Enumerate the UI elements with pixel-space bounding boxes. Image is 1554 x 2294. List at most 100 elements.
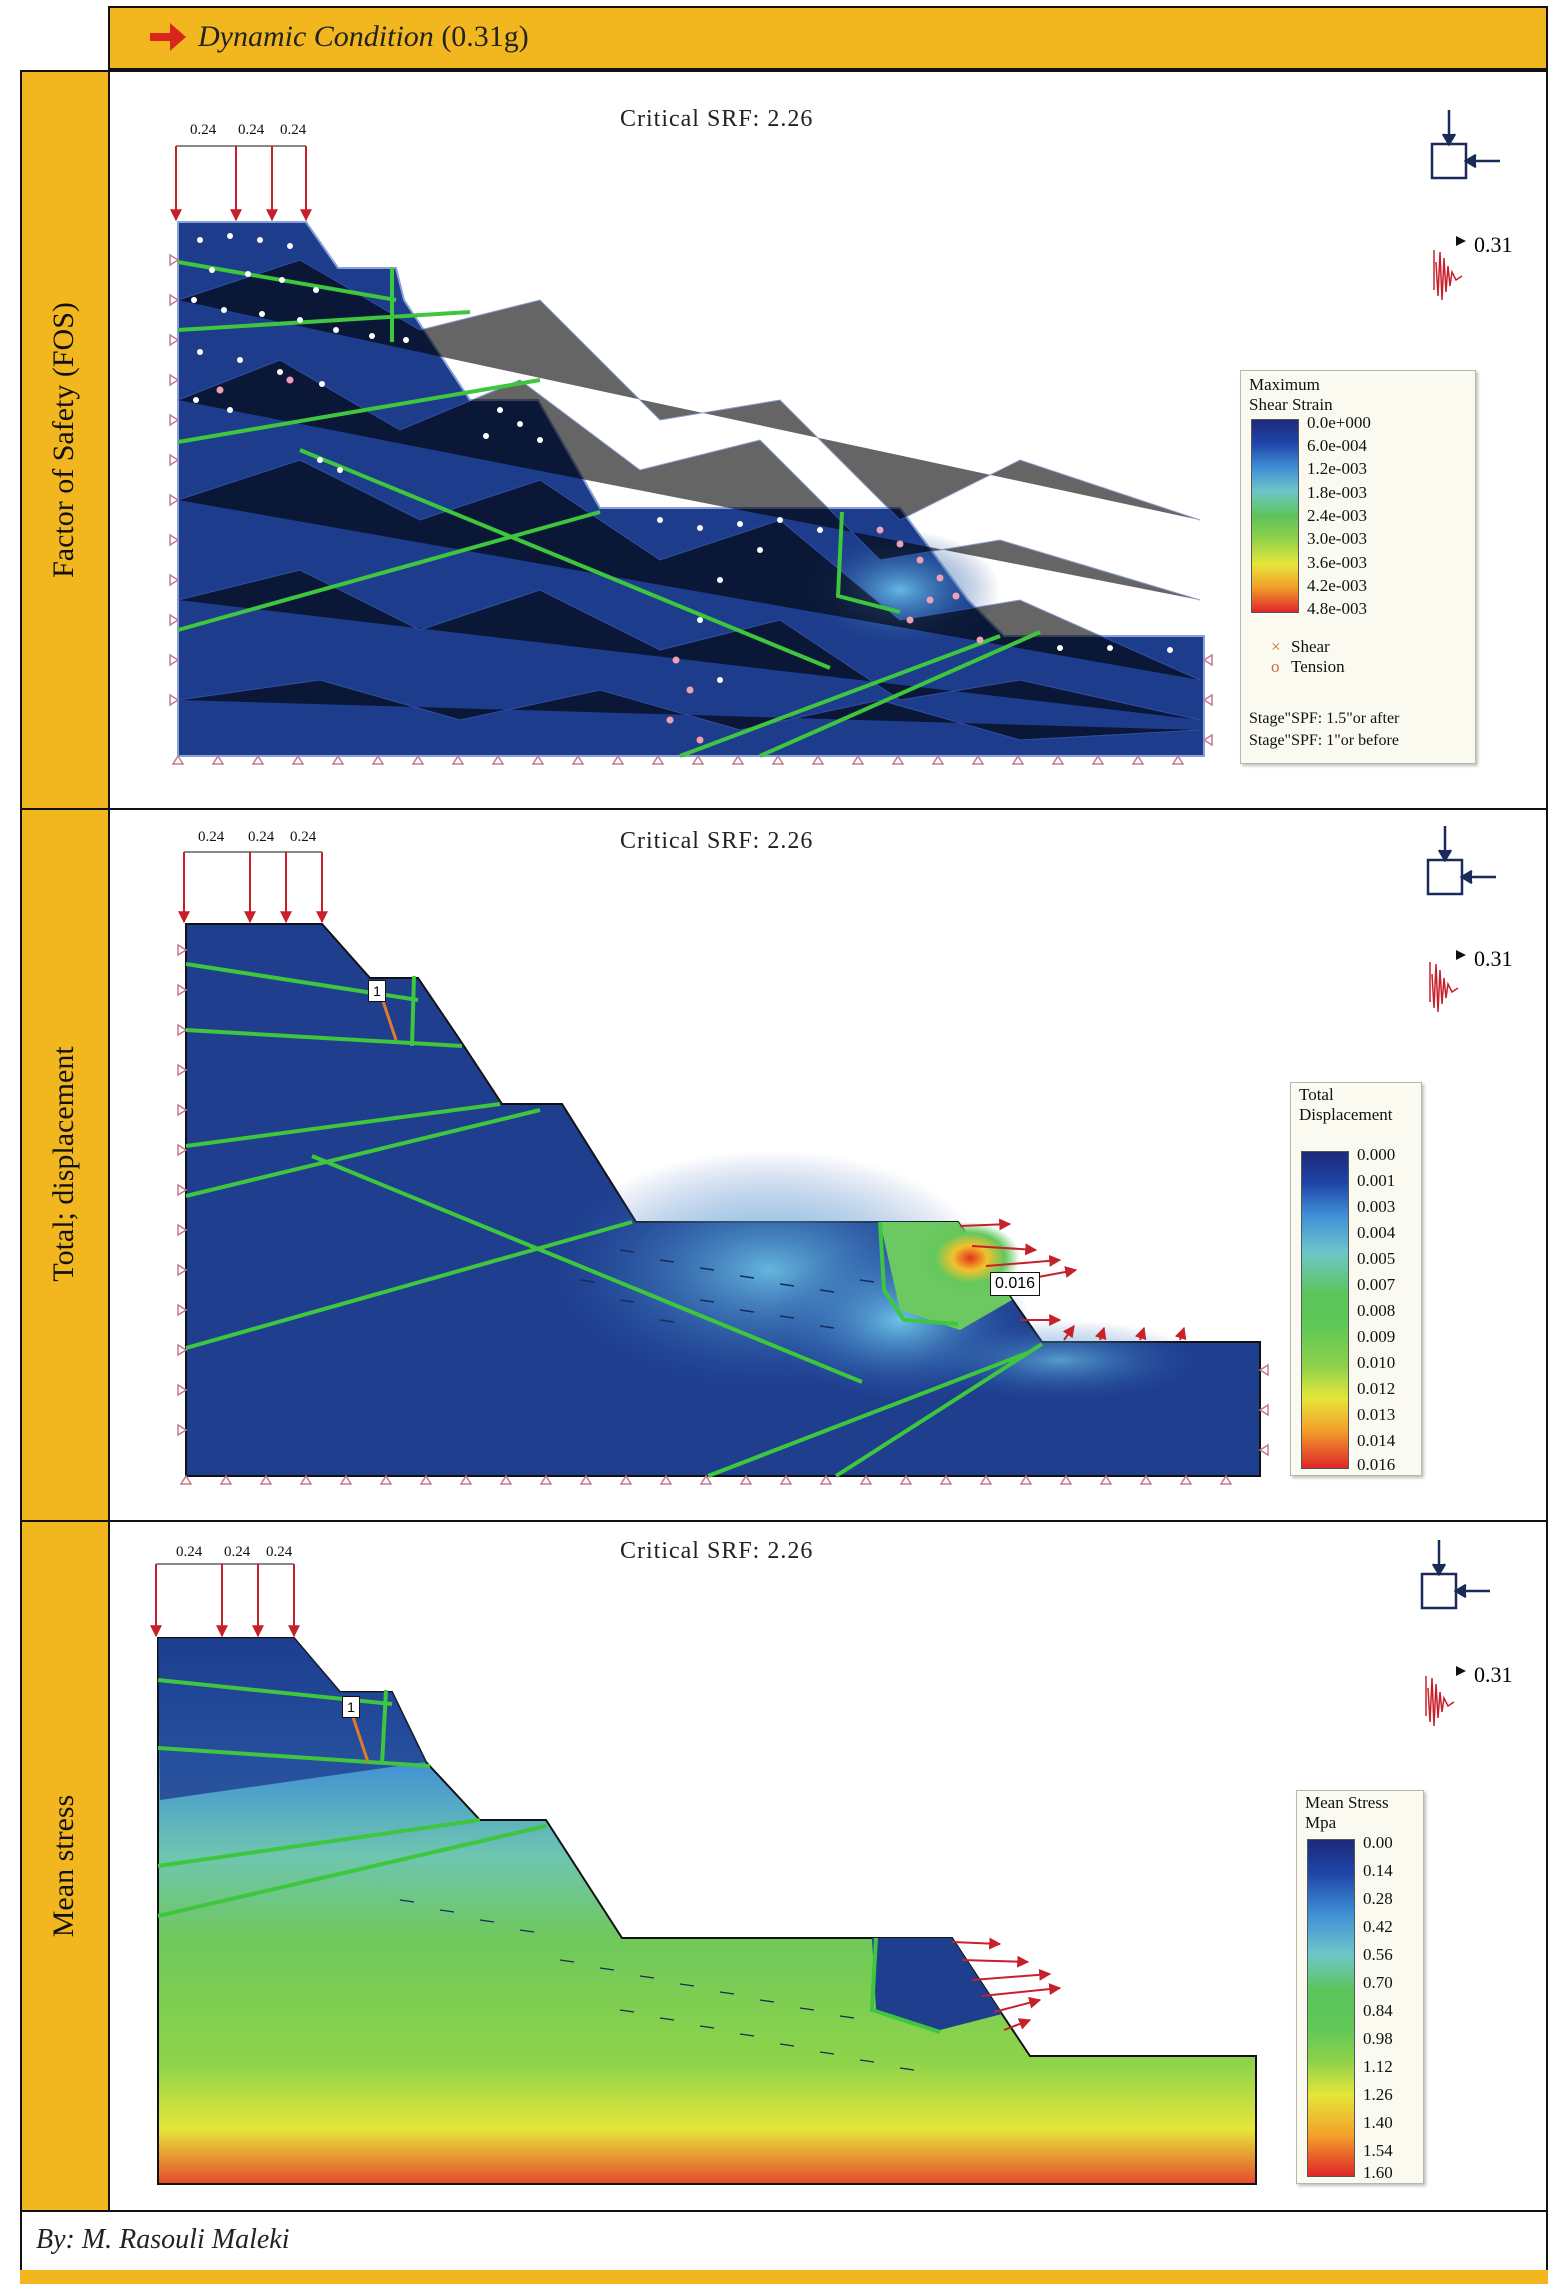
legend-shear-tick: 3.0e-003 [1307,529,1367,548]
legend-shear-tick: 6.0e-004 [1307,436,1367,455]
disp-loads [178,851,328,924]
fos-tension-points [216,376,984,744]
disp-vectors [579,1249,875,1329]
header-arrow-icon [148,20,188,59]
legend-ms-tick: 1.54 [1363,2141,1393,2160]
fos-loads [170,145,312,222]
legend-disp-tick: 0.003 [1357,1197,1396,1216]
legend-shear-tick: 3.6e-003 [1307,553,1367,572]
legend-ms-tick: 0.42 [1363,1917,1393,1936]
ms-surface-arrows [951,1937,1062,2031]
srf-label-fos: Critical SRF: 2.26 [620,106,814,132]
load-label-disp-2: 0.24 [248,829,275,845]
fos-joints [177,260,1041,758]
legend-shear-tick: 4.2e-003 [1307,576,1367,595]
legend-stage-before: Stage"SPF: 1"or before [1249,732,1399,749]
frame-outer-left [20,70,22,2270]
frame-divider-2 [20,1520,1548,1522]
fos-load-direction-icon [1430,110,1500,180]
frame-outer-right [1546,70,1548,2270]
legend-ms-title-2: Mpa [1305,1813,1337,1832]
header-title-value: (0.31g) [441,20,529,53]
header-title-text: Dynamic Condition [198,20,434,53]
legend-disp-tick: 0.007 [1357,1275,1396,1294]
legend-ms-colorbar [1307,1839,1355,2177]
legend-disp-colorbar [1301,1151,1349,1469]
legend-total-displacement: Total Displacement 0.000 0.001 0.003 0.0… [1290,1082,1422,1476]
side-bar-mean-stress [20,1520,108,2210]
legend-ms-tick: 0.28 [1363,1889,1393,1908]
frame-top [20,70,1548,72]
panel-displacement [177,826,1496,1485]
load-label-disp-3: 0.24 [290,829,317,845]
panel-fos [169,110,1500,765]
load-label-disp-1: 0.24 [198,829,225,845]
frame-divider-1 [20,808,1548,810]
legend-shear-strain: Maximum Shear Strain 0.0e+000 6.0e-004 1… [1240,370,1476,764]
legend-disp-tick: 0.016 [1357,1455,1396,1474]
ms-load-direction-icon [1420,1540,1490,1610]
srf-label-displacement: Critical SRF: 2.26 [620,828,814,854]
legend-shear-title-2: Shear Strain [1249,395,1333,414]
side-bar-displacement [20,808,108,1520]
legend-shear-marker-label: Shear [1291,637,1330,656]
legend-stage-after: Stage"SPF: 1.5"or after [1249,710,1400,727]
legend-mean-stress: Mean Stress Mpa 0.00 0.14 0.28 0.42 0.56… [1296,1790,1424,2184]
legend-shear-colorbar [1251,419,1299,613]
ms-low-stress-wedge [872,1938,1002,2030]
legend-disp-tick: 0.005 [1357,1249,1396,1268]
legend-ms-tick: 0.98 [1363,2029,1393,2048]
disp-toe-zone [920,1320,1200,1400]
legend-ms-tick: 1.60 [1363,2163,1393,2182]
legend-disp-tick: 0.001 [1357,1171,1396,1190]
legend-ms-tick: 0.00 [1363,1833,1393,1852]
footer-bar [20,2270,1548,2284]
legend-tension-marker-label: Tension [1291,657,1345,676]
seismic-label-fos: 0.31 [1474,232,1513,257]
legend-shear-tick: 1.2e-003 [1307,459,1367,478]
legend-ms-tick: 1.26 [1363,2085,1393,2104]
disp-bolt-tag: 1 [368,980,386,1002]
disp-joints [185,962,1044,1478]
seismic-label-displacement: 0.31 [1474,946,1513,971]
legend-ms-tick: 1.12 [1363,2057,1393,2076]
legend-disp-tick: 0.013 [1357,1405,1396,1424]
header-title: Dynamic Condition (0.31g) [198,20,529,54]
legend-disp-tick: 0.000 [1357,1145,1396,1164]
legend-disp-tick: 0.010 [1357,1353,1396,1372]
load-label-ms-1: 0.24 [176,1544,203,1560]
disp-max-tag: 0.016 [990,1272,1041,1296]
legend-ms-tick: 0.14 [1363,1861,1393,1880]
legend-disp-tick: 0.012 [1357,1379,1396,1398]
disp-load-direction-icon [1426,826,1496,896]
legend-disp-tick: 0.008 [1357,1301,1396,1320]
load-label-fos-2: 0.24 [238,122,265,138]
fos-supports [169,253,1213,765]
ms-vectors [399,1899,915,2071]
legend-tension-marker-icon: o [1271,657,1280,676]
fos-yield-points [191,233,1173,683]
ms-loads [150,1563,300,1638]
frame-divider-3 [20,2210,1548,2212]
load-label-fos-3: 0.24 [280,122,307,138]
side-bar-fos [20,70,108,808]
ms-rock-bolt [350,1713,370,1763]
load-label-ms-2: 0.24 [224,1544,251,1560]
legend-shear-tick: 0.0e+000 [1307,413,1371,432]
legend-ms-tick: 0.56 [1363,1945,1393,1964]
fos-mesh [177,259,1201,741]
legend-shear-tick: 1.8e-003 [1307,483,1367,502]
legend-disp-tick: 0.009 [1357,1327,1396,1346]
seismic-label-mean-stress: 0.31 [1474,1662,1513,1687]
srf-label-mean-stress: Critical SRF: 2.26 [620,1538,814,1564]
legend-ms-tick: 0.70 [1363,1973,1393,1992]
load-label-fos-1: 0.24 [190,122,217,138]
fos-seismic-icon [1433,236,1466,301]
legend-shear-tick: 4.8e-003 [1307,599,1367,618]
legend-shear-marker-icon: × [1271,637,1281,656]
legend-disp-title-2: Displacement [1299,1105,1393,1124]
author-credit: By: M. Rasouli Maleki [36,2224,290,2255]
legend-ms-tick: 0.84 [1363,2001,1393,2020]
panel-mean-stress [150,1540,1490,2185]
